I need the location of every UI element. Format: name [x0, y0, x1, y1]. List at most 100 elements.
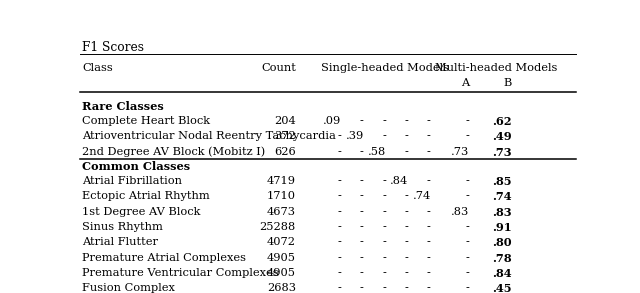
Text: -: - [360, 116, 364, 126]
Text: -: - [360, 191, 364, 201]
Text: Class: Class [83, 63, 113, 73]
Text: -: - [382, 268, 386, 278]
Text: .74: .74 [492, 191, 511, 202]
Text: -: - [404, 222, 408, 232]
Text: -: - [360, 176, 364, 186]
Text: .49: .49 [492, 131, 511, 142]
Text: Atrioventricular Nodal Reentry Tachycardia: Atrioventricular Nodal Reentry Tachycard… [83, 131, 337, 141]
Text: -: - [427, 116, 431, 126]
Text: 4905: 4905 [267, 253, 296, 263]
Text: A: A [461, 79, 469, 88]
Text: -: - [382, 222, 386, 232]
Text: -: - [382, 191, 386, 201]
Text: .58: .58 [368, 146, 386, 157]
Text: Common Classes: Common Classes [83, 161, 191, 172]
Text: -: - [404, 283, 408, 293]
Text: 4072: 4072 [267, 237, 296, 247]
Text: Fusion Complex: Fusion Complex [83, 283, 175, 293]
Text: Multi-headed Models: Multi-headed Models [435, 63, 558, 73]
Text: -: - [382, 253, 386, 263]
Text: -: - [404, 116, 408, 126]
Text: -: - [465, 131, 469, 141]
Text: 4905: 4905 [267, 268, 296, 278]
Text: -: - [337, 237, 341, 247]
Text: 2683: 2683 [267, 283, 296, 293]
Text: Ectopic Atrial Rhythm: Ectopic Atrial Rhythm [83, 191, 210, 201]
Text: .74: .74 [412, 191, 431, 201]
Text: -: - [337, 253, 341, 263]
Text: 204: 204 [274, 116, 296, 126]
Text: -: - [465, 253, 469, 263]
Text: -: - [427, 237, 431, 247]
Text: -: - [465, 176, 469, 186]
Text: B: B [503, 79, 511, 88]
Text: -: - [337, 176, 341, 186]
Text: Count: Count [261, 63, 296, 73]
Text: -: - [465, 268, 469, 278]
Text: 1st Degree AV Block: 1st Degree AV Block [83, 207, 201, 217]
Text: .45: .45 [492, 283, 511, 293]
Text: -: - [465, 237, 469, 247]
Text: -: - [360, 207, 364, 217]
Text: -: - [427, 131, 431, 141]
Text: -: - [404, 268, 408, 278]
Text: 626: 626 [274, 146, 296, 157]
Text: -: - [337, 268, 341, 278]
Text: -: - [382, 237, 386, 247]
Text: -: - [404, 207, 408, 217]
Text: Sinus Rhythm: Sinus Rhythm [83, 222, 163, 232]
Text: -: - [404, 237, 408, 247]
Text: Complete Heart Block: Complete Heart Block [83, 116, 211, 126]
Text: Single-headed Models: Single-headed Models [321, 63, 449, 73]
Text: 2nd Degree AV Block (Mobitz I): 2nd Degree AV Block (Mobitz I) [83, 146, 266, 157]
Text: .83: .83 [451, 207, 469, 217]
Text: -: - [337, 207, 341, 217]
Text: -: - [427, 176, 431, 186]
Text: -: - [404, 131, 408, 141]
Text: .73: .73 [492, 146, 511, 158]
Text: .84: .84 [390, 176, 408, 186]
Text: -: - [427, 283, 431, 293]
Text: -: - [360, 146, 364, 157]
Text: -: - [360, 283, 364, 293]
Text: -: - [427, 222, 431, 232]
Text: -: - [404, 191, 408, 201]
Text: -: - [427, 253, 431, 263]
Text: Atrial Flutter: Atrial Flutter [83, 237, 159, 247]
Text: -: - [465, 116, 469, 126]
Text: .91: .91 [492, 222, 511, 233]
Text: F1 Scores: F1 Scores [83, 41, 145, 54]
Text: -: - [427, 146, 431, 157]
Text: -: - [465, 283, 469, 293]
Text: .73: .73 [451, 146, 469, 157]
Text: -: - [360, 253, 364, 263]
Text: -: - [382, 131, 386, 141]
Text: -: - [382, 283, 386, 293]
Text: 4719: 4719 [267, 176, 296, 186]
Text: -: - [382, 207, 386, 217]
Text: Rare Classes: Rare Classes [83, 100, 164, 112]
Text: .85: .85 [492, 176, 511, 187]
Text: -: - [427, 207, 431, 217]
Text: -: - [404, 146, 408, 157]
Text: .09: .09 [323, 116, 341, 126]
Text: -: - [465, 222, 469, 232]
Text: Atrial Fibrillation: Atrial Fibrillation [83, 176, 182, 186]
Text: 372: 372 [274, 131, 296, 141]
Text: .80: .80 [492, 237, 511, 248]
Text: .78: .78 [492, 253, 511, 264]
Text: -: - [465, 191, 469, 201]
Text: .62: .62 [492, 116, 511, 127]
Text: Premature Atrial Complexes: Premature Atrial Complexes [83, 253, 246, 263]
Text: -: - [360, 268, 364, 278]
Text: Premature Ventricular Complexes: Premature Ventricular Complexes [83, 268, 279, 278]
Text: -: - [360, 237, 364, 247]
Text: -: - [404, 253, 408, 263]
Text: -: - [337, 131, 341, 141]
Text: -: - [382, 176, 386, 186]
Text: 4673: 4673 [267, 207, 296, 217]
Text: -: - [337, 191, 341, 201]
Text: -: - [337, 146, 341, 157]
Text: -: - [337, 222, 341, 232]
Text: -: - [382, 116, 386, 126]
